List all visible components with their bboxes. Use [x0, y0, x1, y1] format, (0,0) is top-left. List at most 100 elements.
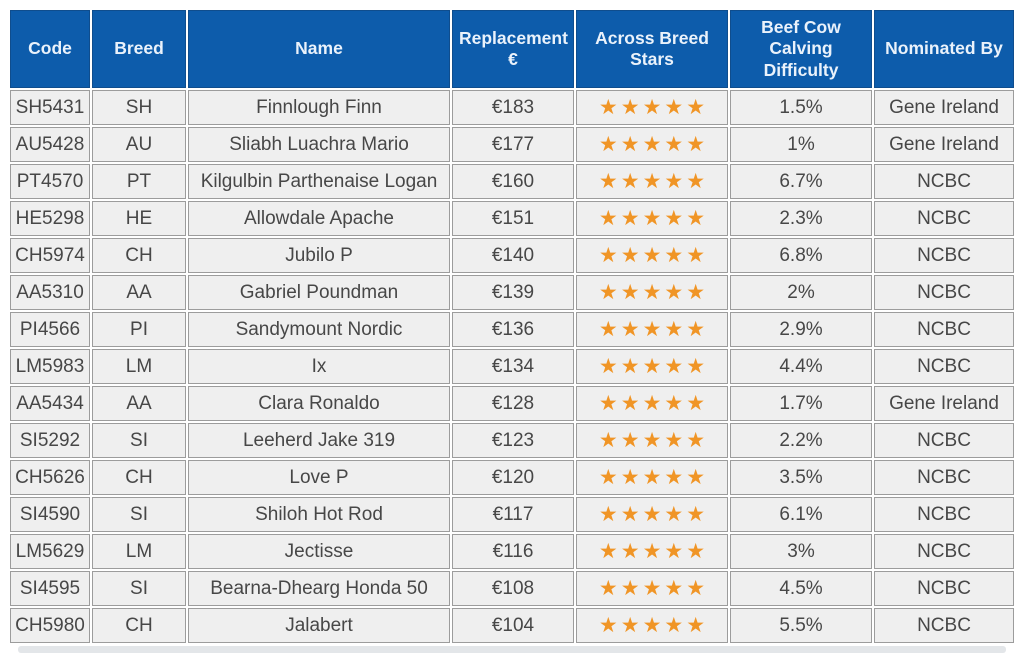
table-row: LM5629 LM Jectisse €116 ★★★★★ 3% NCBC — [10, 534, 1014, 569]
star-rating-icon: ★★★★★ — [576, 312, 728, 347]
cell-replacement: €139 — [452, 275, 574, 310]
cell-breed: AA — [92, 386, 186, 421]
cell-replacement: €160 — [452, 164, 574, 199]
cell-calving: 3% — [730, 534, 872, 569]
table-row: SH5431 SH Finnlough Finn €183 ★★★★★ 1.5% Gene … — [10, 90, 1014, 125]
cell-breed: SI — [92, 571, 186, 606]
cell-nominated_by: Gene Ireland — [874, 90, 1014, 125]
cell-breed: AU — [92, 127, 186, 162]
cell-breed: SI — [92, 497, 186, 532]
cell-breed: CH — [92, 460, 186, 495]
cell-nominated_by: NCBC — [874, 497, 1014, 532]
cell-breed: CH — [92, 608, 186, 643]
cell-name: Finnlough Finn — [188, 90, 450, 125]
cell-nominated_by: NCBC — [874, 275, 1014, 310]
star-rating-icon: ★★★★★ — [576, 608, 728, 643]
cell-code: AU5428 — [10, 127, 90, 162]
cell-replacement: €177 — [452, 127, 574, 162]
cell-code: PI4566 — [10, 312, 90, 347]
cell-nominated_by: NCBC — [874, 238, 1014, 273]
cell-calving: 2.2% — [730, 423, 872, 458]
star-rating-icon: ★★★★★ — [576, 201, 728, 236]
star-rating-icon: ★★★★★ — [576, 423, 728, 458]
cell-breed: PT — [92, 164, 186, 199]
cell-name: Sandymount Nordic — [188, 312, 450, 347]
cell-name: Sliabh Luachra Mario — [188, 127, 450, 162]
cell-breed: SI — [92, 423, 186, 458]
cell-nominated_by: NCBC — [874, 349, 1014, 384]
table-body: SH5431 SH Finnlough Finn €183 ★★★★★ 1.5% Gene … — [10, 90, 1014, 643]
table-row: SI4590 SI Shiloh Hot Rod €117 ★★★★★ 6.1% NCBC — [10, 497, 1014, 532]
cell-nominated_by: NCBC — [874, 164, 1014, 199]
star-rating-icon: ★★★★★ — [576, 386, 728, 421]
star-rating-icon: ★★★★★ — [576, 460, 728, 495]
cell-calving: 4.4% — [730, 349, 872, 384]
cell-breed: PI — [92, 312, 186, 347]
star-rating-icon: ★★★★★ — [576, 90, 728, 125]
cell-name: Jalabert — [188, 608, 450, 643]
cell-replacement: €116 — [452, 534, 574, 569]
cell-replacement: €183 — [452, 90, 574, 125]
cell-calving: 6.1% — [730, 497, 872, 532]
table-row: PT4570 PT Kilgulbin Parthenaise Logan €160 ★… — [10, 164, 1014, 199]
cell-calving: 5.5% — [730, 608, 872, 643]
cell-code: CH5974 — [10, 238, 90, 273]
cell-replacement: €104 — [452, 608, 574, 643]
cell-calving: 4.5% — [730, 571, 872, 606]
column-header-code: Code — [10, 10, 90, 88]
cell-calving: 2.9% — [730, 312, 872, 347]
table-row: SI4595 SI Bearna-Dhearg Honda 50 €108 ★★★★★ 4… — [10, 571, 1014, 606]
cell-calving: 3.5% — [730, 460, 872, 495]
cell-code: LM5629 — [10, 534, 90, 569]
cell-calving: 2% — [730, 275, 872, 310]
cell-breed: HE — [92, 201, 186, 236]
cell-code: AA5434 — [10, 386, 90, 421]
cell-nominated_by: NCBC — [874, 571, 1014, 606]
column-header-stars: Across Breed Stars — [576, 10, 728, 88]
star-rating-icon: ★★★★★ — [576, 127, 728, 162]
table-row: CH5626 CH Love P €120 ★★★★★ 3.5% NCBC — [10, 460, 1014, 495]
table-row: CH5974 CH Jubilo P €140 ★★★★★ 6.8% NCBC — [10, 238, 1014, 273]
cell-name: Jectisse — [188, 534, 450, 569]
cell-replacement: €128 — [452, 386, 574, 421]
cell-name: Ix — [188, 349, 450, 384]
cell-name: Jubilo P — [188, 238, 450, 273]
column-header-replacement: Replacement € — [452, 10, 574, 88]
cell-name: Gabriel Poundman — [188, 275, 450, 310]
table-row: CH5980 CH Jalabert €104 ★★★★★ 5.5% NCBC — [10, 608, 1014, 643]
cell-breed: SH — [92, 90, 186, 125]
star-rating-icon: ★★★★★ — [576, 497, 728, 532]
cell-name: Leeherd Jake 319 — [188, 423, 450, 458]
cell-calving: 6.8% — [730, 238, 872, 273]
cell-replacement: €117 — [452, 497, 574, 532]
table-row: AA5434 AA Clara Ronaldo €128 ★★★★★ 1.7% Gene I… — [10, 386, 1014, 421]
cell-replacement: €136 — [452, 312, 574, 347]
cell-code: PT4570 — [10, 164, 90, 199]
star-rating-icon: ★★★★★ — [576, 534, 728, 569]
cell-code: CH5980 — [10, 608, 90, 643]
star-rating-icon: ★★★★★ — [576, 571, 728, 606]
cell-nominated_by: NCBC — [874, 201, 1014, 236]
cell-nominated_by: NCBC — [874, 460, 1014, 495]
cell-code: LM5983 — [10, 349, 90, 384]
column-header-nominated_by: Nominated By — [874, 10, 1014, 88]
cell-replacement: €151 — [452, 201, 574, 236]
cell-calving: 1.5% — [730, 90, 872, 125]
bulls-table: Code Breed Name Replacement € Across Breed S… — [8, 8, 1016, 645]
column-header-name: Name — [188, 10, 450, 88]
cell-calving: 1.7% — [730, 386, 872, 421]
cell-name: Love P — [188, 460, 450, 495]
cell-breed: LM — [92, 349, 186, 384]
cell-calving: 1% — [730, 127, 872, 162]
cell-nominated_by: Gene Ireland — [874, 386, 1014, 421]
cell-code: AA5310 — [10, 275, 90, 310]
cell-replacement: €108 — [452, 571, 574, 606]
star-rating-icon: ★★★★★ — [576, 164, 728, 199]
table-row: AU5428 AU Sliabh Luachra Mario €177 ★★★★★ 1% G… — [10, 127, 1014, 162]
cell-code: HE5298 — [10, 201, 90, 236]
cell-replacement: €140 — [452, 238, 574, 273]
cell-breed: CH — [92, 238, 186, 273]
cell-replacement: €134 — [452, 349, 574, 384]
cell-breed: LM — [92, 534, 186, 569]
